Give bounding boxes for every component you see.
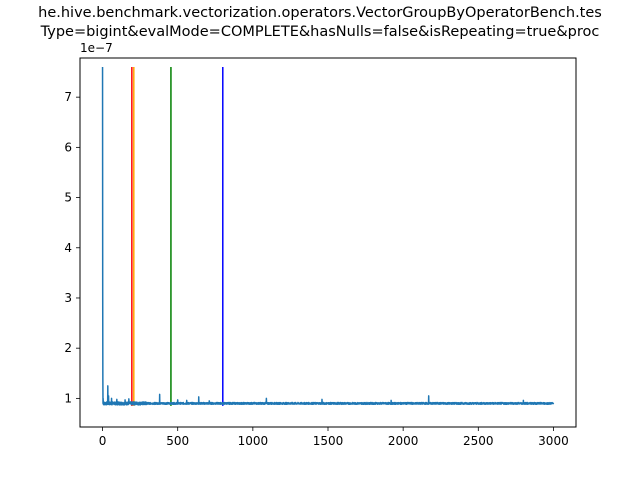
x-tick-label: 2000	[388, 434, 419, 448]
series-line	[101, 67, 555, 406]
y-tick-label: 3	[64, 291, 72, 305]
y-tick-label: 5	[64, 191, 72, 205]
y-tick-label: 7	[64, 90, 72, 104]
y-tick-label: 4	[64, 241, 72, 255]
x-tick-label: 500	[166, 434, 189, 448]
y-tick-label: 6	[64, 140, 72, 154]
vertical-markers	[131, 67, 224, 406]
x-axis: 0 500 1000 1500 2000 2500 3000	[99, 427, 569, 448]
plot-area	[80, 58, 576, 427]
x-tick-label: 1000	[238, 434, 269, 448]
series-group	[101, 67, 555, 406]
x-tick-label: 1500	[313, 434, 344, 448]
x-tick-label: 3000	[538, 434, 569, 448]
y-tick-label: 2	[64, 341, 72, 355]
chart-title-line-2: Type=bigint&evalMode=COMPLETE&hasNulls=f…	[40, 24, 600, 40]
x-tick-label: 0	[99, 434, 107, 448]
y-offset-label: 1e−7	[80, 41, 113, 55]
chart-title-line-1: he.hive.benchmark.vectorization.operator…	[38, 5, 602, 21]
y-axis: 1 2 3 4 5 6 7	[64, 90, 80, 405]
x-tick-label: 2500	[463, 434, 494, 448]
y-tick-label: 1	[64, 391, 72, 405]
